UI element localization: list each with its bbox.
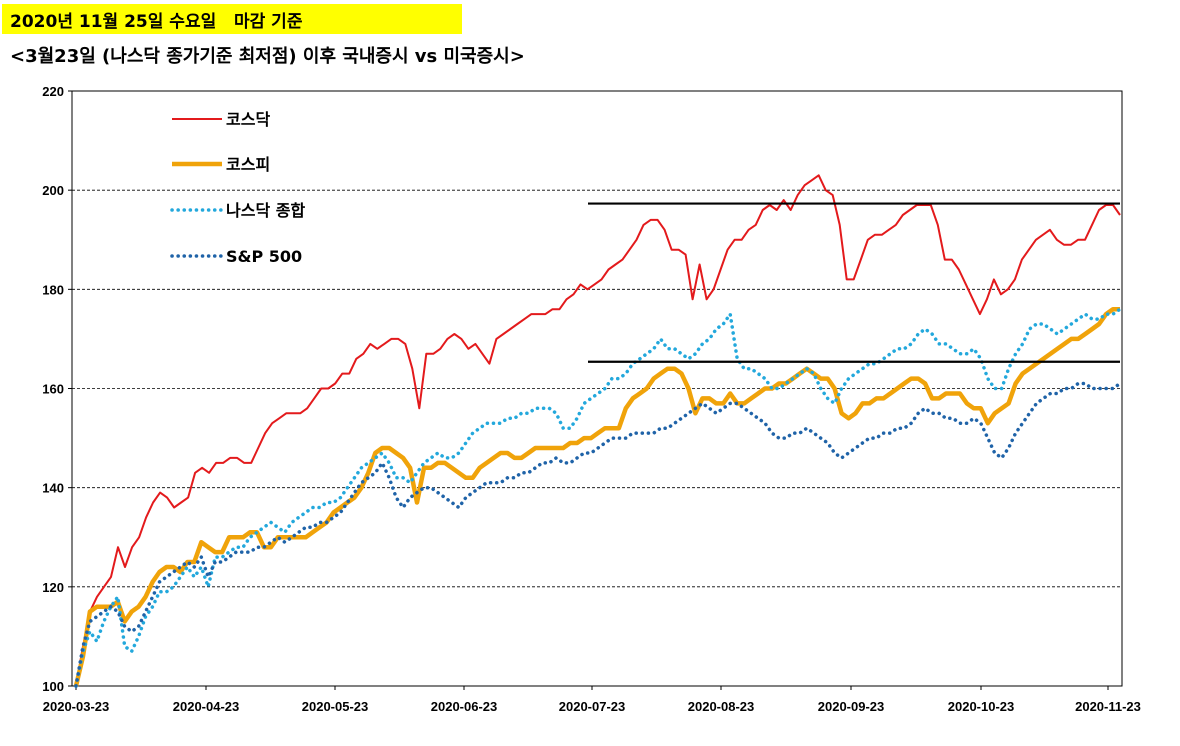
y-tick-label: 100 bbox=[42, 679, 64, 694]
x-tick-label: 2020-08-23 bbox=[688, 699, 755, 714]
x-tick-label: 2020-10-23 bbox=[948, 699, 1015, 714]
x-tick-label: 2020-03-23 bbox=[43, 699, 110, 714]
y-tick-label: 120 bbox=[42, 580, 64, 595]
y-tick-label: 140 bbox=[42, 481, 64, 496]
legend-label-3: S&P 500 bbox=[226, 247, 302, 266]
series-line-3 bbox=[74, 381, 1122, 688]
chart-subtitle: <3월23일 (나스닥 종가기준 최저점) 이후 국내증시 vs 미국증시> bbox=[10, 46, 525, 67]
x-tick-label: 2020-06-23 bbox=[431, 699, 498, 714]
x-tick-label: 2020-11-23 bbox=[1075, 699, 1141, 714]
x-tick-label: 2020-05-23 bbox=[302, 699, 369, 714]
y-tick-label: 180 bbox=[42, 282, 64, 297]
x-tick-label: 2020-04-23 bbox=[173, 699, 240, 714]
y-tick-label: 200 bbox=[42, 183, 64, 198]
legend-label-0: 코스닥 bbox=[226, 110, 270, 129]
x-tick-label: 2020-07-23 bbox=[559, 699, 626, 714]
legend-label-1: 코스피 bbox=[226, 155, 270, 174]
legend-label-2: 나스닥 종합 bbox=[226, 201, 305, 220]
x-tick-label: 2020-09-23 bbox=[818, 699, 885, 714]
y-tick-label: 220 bbox=[42, 84, 64, 99]
series-line-0 bbox=[75, 174, 1121, 687]
series-line-1 bbox=[73, 306, 1120, 687]
date-badge: 2020년 11월 25일 수요일 마감 기준 bbox=[2, 4, 462, 34]
y-tick-label: 160 bbox=[42, 382, 64, 397]
series-line-2 bbox=[74, 307, 1122, 688]
